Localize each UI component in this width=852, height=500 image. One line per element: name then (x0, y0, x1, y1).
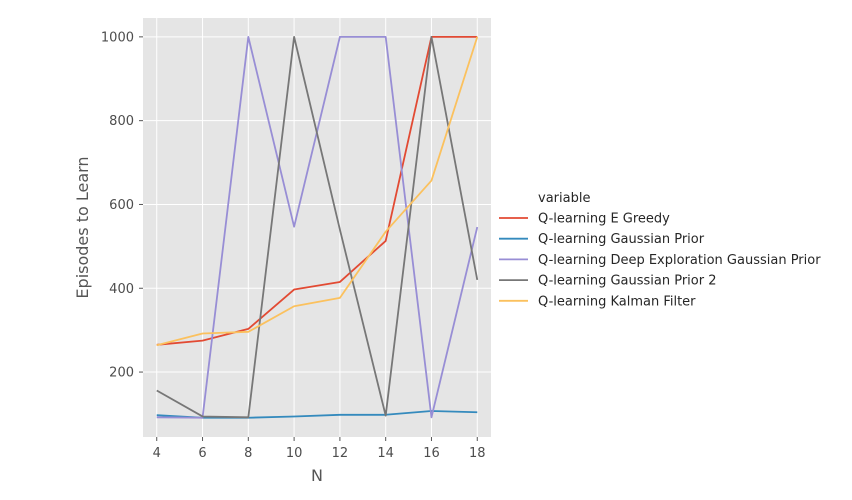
plot-background (143, 18, 491, 437)
y-axis-ticks: 200 400 600 800 1000 (101, 30, 143, 381)
x-tick-label: 4 (153, 446, 161, 461)
series-line-1 (156, 35, 478, 346)
x-tick-label: 8 (244, 446, 252, 461)
y-tick-label: 200 (109, 366, 134, 381)
series-line-4 (156, 35, 479, 419)
legend-title: variable (538, 191, 590, 206)
y-tick-label: 800 (109, 114, 134, 129)
x-tick-label: 12 (332, 446, 349, 461)
legend-label-3: Q-learning Deep Exploration Gaussian Pri… (538, 253, 821, 268)
legend-label-5: Q-learning Kalman Filter (538, 294, 696, 309)
series-lines (156, 35, 479, 419)
y-tick-label: 600 (109, 198, 134, 213)
x-tick-label: 18 (469, 446, 486, 461)
y-tick-label: 400 (109, 282, 134, 297)
legend: variable Q-learning E Greedy Q-learning G… (499, 191, 821, 309)
x-tick-label: 16 (423, 446, 440, 461)
legend-label-2: Q-learning Gaussian Prior (538, 232, 705, 247)
x-tick-label: 10 (286, 446, 303, 461)
y-tick-label: 1000 (101, 30, 134, 45)
x-tick-label: 14 (377, 446, 394, 461)
series-line-5 (156, 36, 479, 347)
y-axis-label: Episodes to Learn (73, 156, 92, 298)
x-axis-ticks: 4 6 8 10 12 14 16 18 (153, 437, 486, 461)
legend-label-1: Q-learning E Greedy (538, 212, 670, 227)
x-axis-label: N (311, 466, 323, 485)
legend-label-4: Q-learning Gaussian Prior 2 (538, 274, 717, 289)
x-tick-label: 6 (198, 446, 206, 461)
series-line-2 (156, 410, 478, 419)
